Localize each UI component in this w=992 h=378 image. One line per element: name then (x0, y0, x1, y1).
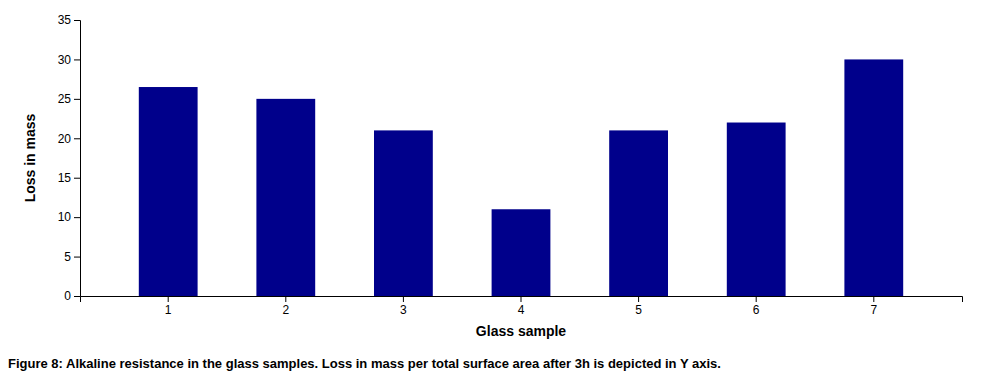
bar (727, 123, 786, 296)
x-tick-label: 7 (870, 303, 877, 317)
y-tick-mark (74, 217, 80, 218)
y-tick-mark (74, 20, 80, 21)
y-tick-mark (74, 138, 80, 139)
x-tick: 1 (165, 296, 172, 317)
x-tick: 2 (282, 296, 289, 317)
y-tick-label: 25 (58, 92, 72, 106)
y-tick-mark (74, 99, 80, 100)
y-tick-mark (74, 178, 80, 179)
y-tick-label: 35 (58, 13, 72, 27)
y-tick-mark (74, 59, 80, 60)
x-tick-mark (638, 296, 639, 302)
caption: Figure 8: Alkaline resistance in the gla… (8, 356, 721, 371)
x-tick-mark (285, 296, 286, 302)
y-axis: 0 5 10 15 20 25 30 35 (58, 13, 81, 303)
y-tick-mark (74, 257, 80, 258)
x-axis-title: Glass sample (476, 323, 566, 339)
x-axis: 1 2 3 4 5 6 7 (81, 296, 963, 317)
y-tick-label: 15 (58, 171, 72, 185)
x-tick-label: 4 (518, 303, 525, 317)
chart: 1 2 3 4 5 6 7 0 5 10 15 20 25 30 35 Glass sample Loss in… (0, 0, 992, 378)
x-tick-mark (756, 296, 757, 302)
bar (609, 130, 668, 296)
y-tick-label: 0 (64, 289, 71, 303)
y-axis-title: Loss in mass (22, 113, 38, 202)
y-tick: 0 (64, 289, 80, 303)
x-tick-mark (873, 296, 874, 302)
bar (374, 130, 433, 296)
x-tick-mark (521, 296, 522, 302)
bar (492, 209, 551, 296)
x-tick-label: 5 (635, 303, 642, 317)
x-axis-line (81, 297, 963, 303)
y-tick: 25 (58, 92, 80, 106)
x-tick-mark (403, 296, 404, 302)
y-tick: 35 (58, 13, 80, 27)
bar (139, 87, 198, 296)
bars (139, 59, 903, 296)
y-tick-label: 20 (58, 132, 72, 146)
y-tick-mark (74, 296, 80, 297)
y-tick: 20 (58, 132, 80, 146)
y-tick-label: 5 (64, 250, 71, 264)
bar (844, 59, 903, 296)
y-tick: 15 (58, 171, 80, 185)
x-tick: 6 (753, 296, 760, 317)
y-tick-label: 10 (58, 210, 72, 224)
plot-area: 1 2 3 4 5 6 7 0 5 10 15 20 25 30 35 (58, 13, 963, 316)
bar (256, 99, 315, 296)
x-tick-label: 6 (753, 303, 760, 317)
x-tick-label: 3 (400, 303, 407, 317)
y-tick-label: 30 (58, 53, 72, 67)
x-tick: 5 (635, 296, 642, 317)
y-tick: 10 (58, 210, 80, 224)
x-tick-label: 1 (165, 303, 172, 317)
x-tick-mark (168, 296, 169, 302)
y-tick: 30 (58, 53, 80, 67)
x-tick-label: 2 (282, 303, 289, 317)
x-tick: 4 (518, 296, 525, 317)
x-tick: 3 (400, 296, 407, 317)
x-tick: 7 (870, 296, 877, 317)
y-tick: 5 (64, 250, 80, 264)
y-axis-line (74, 21, 81, 297)
